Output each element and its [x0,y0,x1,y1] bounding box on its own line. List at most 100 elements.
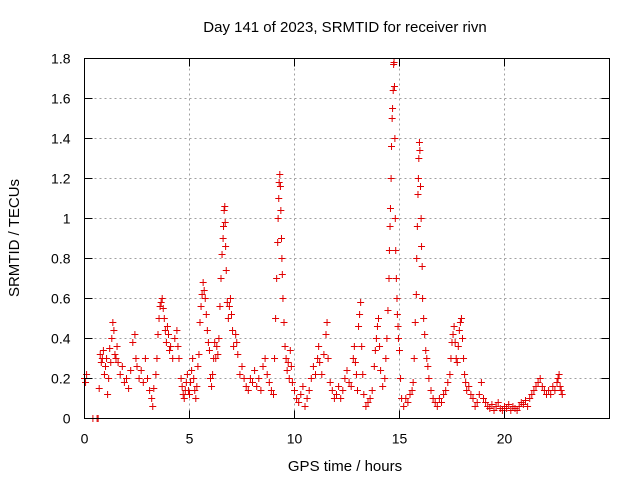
data-point [240,375,248,382]
data-point [454,343,462,350]
data-point [233,339,241,346]
data-point [191,387,199,394]
data-point [528,391,536,398]
data-point [449,331,457,338]
data-point [230,343,238,350]
data-point [131,331,139,338]
data-point [226,295,234,302]
data-point [286,347,294,354]
data-point [288,379,296,386]
data-point [393,311,401,318]
data-point [200,287,208,294]
data-point [203,327,211,334]
data-points [81,59,566,422]
data-point [152,371,160,378]
data-point [389,105,397,112]
data-point [301,403,309,410]
data-point [316,359,324,366]
data-point [402,395,410,402]
data-point [146,387,154,394]
data-point [409,379,417,386]
data-point [477,379,485,386]
data-point [553,379,561,386]
data-point [217,275,225,282]
data-point [492,403,500,410]
data-point [199,279,207,286]
y-tick-labels: 0 0.2 0.4 0.6 0.8 1 1.2 1.4 1.6 1.8 [51,51,71,427]
data-point [339,387,347,394]
data-point [522,397,529,404]
data-point [465,383,473,390]
data-point [433,403,441,410]
data-point [103,355,111,362]
data-point [412,291,420,298]
data-point [519,401,527,408]
data-point [280,319,288,326]
data-point [163,323,171,330]
data-point [356,311,364,318]
data-point [473,399,481,406]
data-point [459,335,466,342]
data-point [515,403,523,410]
data-point [275,179,283,186]
data-point [95,385,103,392]
data-point [462,379,470,386]
data-point [392,275,400,282]
data-point [215,335,223,342]
data-point [167,343,175,350]
data-point [384,307,392,314]
x-tick-label: 5 [186,431,194,447]
y-tick-label: 1.8 [51,51,71,67]
data-point [377,367,385,374]
data-point [154,331,162,338]
data-point [190,375,198,382]
data-point [370,363,378,370]
data-point [352,371,360,378]
data-point [530,387,538,394]
data-point [333,391,340,398]
data-point [186,391,193,398]
data-point [307,375,315,382]
data-point [385,275,393,282]
data-point [368,387,376,394]
data-point [551,387,559,394]
data-point [388,143,396,150]
data-point [100,371,108,378]
data-point [287,363,295,370]
data-point [178,383,186,390]
data-point [480,395,487,402]
data-point [179,391,187,398]
data-point [281,343,289,350]
data-point [427,387,435,394]
data-point [315,343,323,350]
data-point [456,319,464,326]
data-point [195,351,203,358]
data-point [547,391,555,398]
data-point [414,175,422,182]
data-point [270,391,277,398]
data-point [196,319,204,326]
grid [84,58,610,419]
data-point [198,291,206,298]
data-point [442,387,450,394]
data-point [400,403,408,410]
data-point [204,339,212,346]
y-tick-label: 0.6 [51,291,71,307]
data-point [261,355,269,362]
data-point [285,375,293,382]
data-point [387,175,395,182]
chart-title: Day 141 of 2023, SRMTID for receiver riv… [203,19,486,36]
data-point [414,191,422,198]
data-point [139,379,147,386]
data-point [218,251,226,258]
data-point [96,351,104,358]
data-point [197,303,205,310]
data-point [116,371,124,378]
data-point [451,339,459,346]
data-point [133,363,141,370]
data-point [221,219,229,226]
data-point [293,395,301,402]
y-tick-label: 0 [63,411,71,427]
data-point [396,347,403,354]
data-point [371,347,379,354]
